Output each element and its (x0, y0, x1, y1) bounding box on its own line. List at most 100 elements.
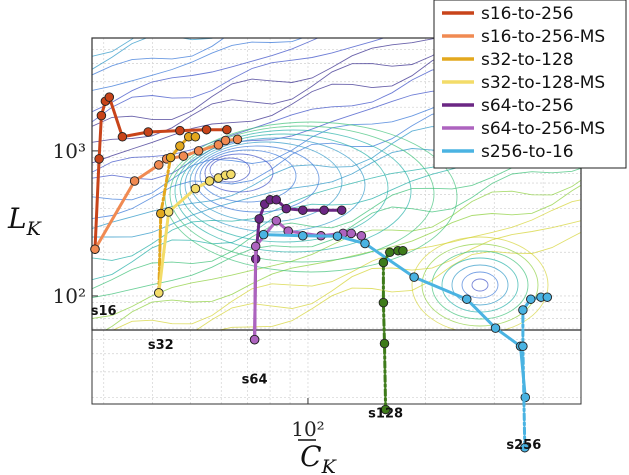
data-point (271, 215, 282, 226)
legend-label: s64-to-256-MS (481, 119, 605, 139)
series-line (93, 95, 229, 251)
annotation-layer: s16 s32 s64 s128 s256 (91, 304, 541, 453)
contour-ring (179, 133, 389, 243)
data-point (154, 160, 164, 170)
data-point (490, 323, 501, 333)
data-point (178, 151, 189, 161)
x-axis-title: CK (300, 440, 337, 475)
data-point (378, 257, 389, 268)
data-point (398, 245, 408, 256)
data-point (213, 140, 224, 150)
data-point (104, 92, 115, 102)
legend-box (433, 0, 627, 169)
series-s32-to-128-ms (154, 169, 236, 298)
contour-ring (461, 271, 499, 299)
data-point (380, 404, 391, 415)
contour-line (92, 38, 225, 76)
data-point (220, 135, 231, 146)
data-point (518, 341, 528, 352)
data-point (190, 183, 201, 194)
annotation-label: s128 (368, 407, 403, 422)
data-point (385, 247, 395, 258)
data-point (175, 125, 185, 136)
data-point (190, 132, 201, 142)
data-point (226, 169, 236, 180)
data-point (204, 176, 215, 186)
contour-ring (421, 243, 539, 327)
data-point (356, 231, 367, 241)
data-point (249, 334, 260, 345)
contour-line (195, 220, 581, 330)
data-point (409, 272, 419, 282)
contour-ring (164, 121, 458, 273)
legend-label: s16-to-256 (481, 4, 574, 24)
data-point (520, 442, 530, 453)
axes-box (91, 37, 582, 405)
series-layer (90, 92, 553, 453)
y-tick-label: 10³ (53, 139, 86, 163)
data-point (232, 134, 243, 145)
data-point (201, 124, 212, 135)
contour-ring (184, 137, 366, 233)
data-point (143, 127, 153, 137)
data-point (332, 231, 343, 241)
contour-ring (169, 125, 435, 263)
data-point (94, 154, 104, 164)
tick-layer: 10² 10² 10³ (53, 139, 325, 441)
y-axis-title: LK (7, 202, 43, 240)
contour-line (92, 38, 466, 143)
contour-ring (174, 129, 412, 253)
data-point (346, 228, 356, 239)
contour-ring (199, 149, 297, 203)
contour-ring (411, 236, 549, 330)
data-point (271, 195, 282, 205)
y-axis-subscript: K (26, 218, 43, 240)
data-point (90, 244, 100, 254)
legend-label: s64-to-256 (481, 96, 574, 116)
contour-ring (194, 145, 320, 213)
grid (92, 38, 581, 404)
contour-ring (451, 264, 509, 306)
data-point (175, 141, 185, 151)
data-point (518, 305, 528, 315)
data-point (129, 176, 140, 186)
annotation-label: s16 (91, 304, 117, 319)
contour-ring (471, 278, 489, 292)
series-s128-branch (378, 245, 408, 415)
data-point (193, 146, 204, 156)
data-point (462, 294, 472, 304)
annotation-label: s256 (506, 438, 541, 453)
data-point (156, 208, 166, 219)
data-point (154, 288, 164, 298)
data-point (319, 205, 329, 215)
data-point (379, 338, 390, 349)
legend-label: s32-to-128 (481, 50, 574, 70)
contour-line (92, 38, 319, 113)
contour-ring (204, 153, 274, 193)
data-point (254, 214, 264, 224)
contour-line (112, 199, 581, 330)
data-point (163, 207, 174, 217)
data-point (360, 238, 370, 249)
contour-line (92, 38, 304, 91)
y-tick-label: 10² (53, 284, 86, 308)
data-point (165, 152, 176, 163)
legend-label: s16-to-256-MS (481, 27, 605, 47)
data-point (336, 205, 347, 215)
data-point (250, 241, 261, 252)
legend-label: s32-to-128-MS (481, 73, 605, 93)
contour-line (92, 38, 386, 123)
annotation-label: s32 (148, 338, 174, 353)
data-point (542, 292, 553, 302)
contour-line (217, 231, 581, 330)
legend-label: s256-to-16 (481, 142, 574, 162)
series-s32-to-128 (154, 132, 201, 298)
data-point (378, 297, 389, 308)
data-point (298, 205, 308, 215)
data-point (258, 229, 269, 240)
data-point (298, 231, 308, 241)
data-point (222, 124, 232, 135)
data-point (281, 203, 292, 214)
x-tick-label: 10² (291, 417, 324, 441)
